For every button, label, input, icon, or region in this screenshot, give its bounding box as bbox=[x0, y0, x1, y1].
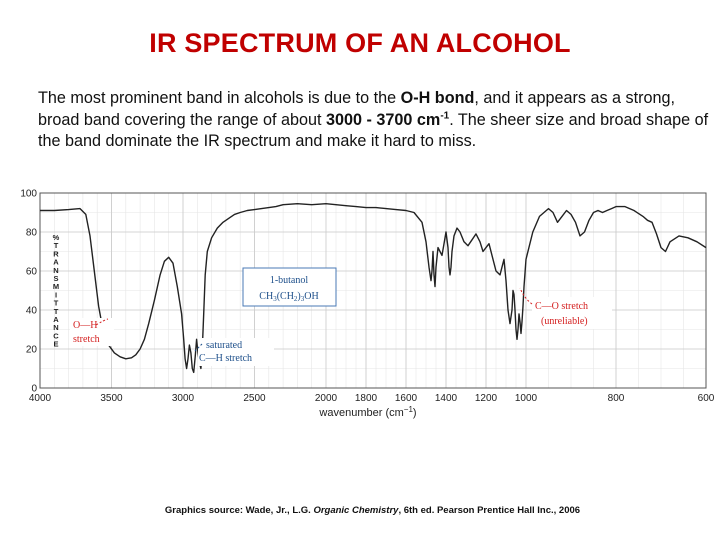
formula-part-1: CH bbox=[259, 291, 273, 302]
x-axis-label-text: wavenumber (cm bbox=[318, 407, 403, 419]
x-tick-label: 1600 bbox=[395, 393, 418, 404]
ch-leader-arrow bbox=[193, 343, 203, 353]
source-prefix: Graphics source: Wade, Jr., L.G. bbox=[164, 505, 314, 516]
intro-range-exponent: -1 bbox=[440, 110, 450, 122]
formula-part-3: ) bbox=[297, 291, 300, 302]
y-axis-label-char: T bbox=[54, 299, 59, 308]
intro-text-1: The most prominent band in alcohols is d… bbox=[38, 89, 401, 107]
x-axis-label-end: ) bbox=[413, 407, 417, 419]
y-axis-label: % T R A N S M I T T A N C E bbox=[53, 233, 60, 349]
co-label-bg bbox=[532, 297, 612, 329]
x-tick-label: 1800 bbox=[355, 393, 378, 404]
y-axis-label-char: N bbox=[53, 266, 58, 275]
formula-sub-2: 2 bbox=[294, 295, 298, 303]
intro-text-2: , and it appears as a strong, broad band… bbox=[38, 89, 676, 129]
compound-name: 1-butanol bbox=[270, 275, 309, 286]
source-suffix: , 6th ed. Pearson Prentice Hall Inc., 20… bbox=[398, 505, 581, 516]
x-tick-label: 2500 bbox=[243, 393, 266, 404]
y-tick-label: 80 bbox=[26, 228, 38, 239]
oh-stretch-label-line2: stretch bbox=[73, 334, 100, 345]
y-axis-label-char: R bbox=[53, 249, 59, 258]
y-tick-labels: 0 20 40 60 80 100 bbox=[20, 189, 37, 395]
y-tick-label: 0 bbox=[31, 384, 37, 395]
oh-leader-arrow bbox=[95, 318, 109, 326]
x-tick-label: 1200 bbox=[475, 393, 498, 404]
x-tick-label: 2000 bbox=[315, 393, 338, 404]
co-leader-arrow bbox=[519, 287, 533, 305]
y-axis-label-char: E bbox=[53, 340, 58, 349]
y-axis-label-char: % bbox=[53, 233, 60, 242]
y-axis-label-char: A bbox=[53, 315, 59, 324]
y-axis-label-char: T bbox=[54, 241, 59, 250]
intro-paragraph: The most prominent band in alcohols is d… bbox=[38, 88, 718, 153]
x-tick-label: 1400 bbox=[435, 393, 458, 404]
y-tick-label: 20 bbox=[26, 345, 38, 356]
oh-stretch-label-line1: O—H bbox=[73, 320, 97, 331]
page-title: IR SPECTRUM OF AN ALCOHOL bbox=[149, 28, 571, 58]
x-tick-label: 4000 bbox=[29, 393, 52, 404]
minor-grid bbox=[40, 193, 706, 388]
x-tick-label: 1000 bbox=[515, 393, 538, 404]
formula-part-4: OH bbox=[304, 291, 318, 302]
intro-text-3: . The sheer size and broad shape of the … bbox=[38, 110, 709, 151]
co-stretch-label-line2: (unreliable) bbox=[541, 316, 588, 327]
compound-label-box bbox=[242, 267, 337, 307]
source-book-title: Organic Chemistry bbox=[313, 505, 399, 516]
x-axis-label: wavenumber (cm−1) bbox=[318, 405, 416, 419]
formula-sub-3: 3 bbox=[301, 295, 305, 303]
x-tick-label: 3500 bbox=[100, 393, 123, 404]
co-stretch-label-line1: C—O stretch bbox=[535, 301, 588, 312]
intro-bold-oh-bond: O-H bond bbox=[400, 89, 475, 107]
plot-frame bbox=[39, 192, 707, 389]
y-axis-label-char: N bbox=[53, 323, 58, 332]
x-tick-labels: 4000 3500 3000 2500 2000 1800 1600 1400 1200 1000… bbox=[29, 393, 715, 404]
y-axis-label-char: S bbox=[53, 274, 58, 283]
y-axis-label-char: C bbox=[53, 331, 59, 340]
ch-label-bg bbox=[198, 338, 274, 366]
formula-sub-1: 3 bbox=[273, 295, 277, 303]
x-tick-label: 800 bbox=[608, 393, 625, 404]
intro-range-value: 3000 - 3700 cm bbox=[326, 110, 441, 129]
y-tick-label: 100 bbox=[20, 189, 37, 200]
x-axis-label-exponent: −1 bbox=[404, 405, 414, 414]
spectrum-trace bbox=[40, 203, 707, 374]
ch-stretch-label-line2: C—H stretch bbox=[199, 353, 252, 364]
x-tick-label: 600 bbox=[698, 393, 715, 404]
y-tick-label: 40 bbox=[26, 306, 38, 317]
x-tick-label: 3000 bbox=[172, 393, 195, 404]
graphics-source-credit: Graphics source: Wade, Jr., L.G. Organic… bbox=[0, 505, 720, 516]
y-axis-label-char: A bbox=[53, 258, 59, 267]
y-axis-label-char: M bbox=[53, 282, 59, 291]
ch-stretch-label-line1: saturated bbox=[206, 340, 242, 351]
oh-label-bg bbox=[70, 318, 114, 346]
y-axis-label-char: T bbox=[54, 307, 59, 316]
intro-bold-range: 3000 - 3700 cm-1 bbox=[326, 111, 449, 129]
y-tick-label: 60 bbox=[26, 267, 38, 278]
ir-spectrum-chart: 0 20 40 60 80 100 4000 3500 3000 2500 2000 1800 160… bbox=[20, 189, 715, 420]
formula-part-2: (CH bbox=[277, 291, 294, 302]
compound-formula: CH3(CH2)3OH bbox=[259, 291, 318, 303]
y-axis-label-char: I bbox=[55, 290, 57, 299]
